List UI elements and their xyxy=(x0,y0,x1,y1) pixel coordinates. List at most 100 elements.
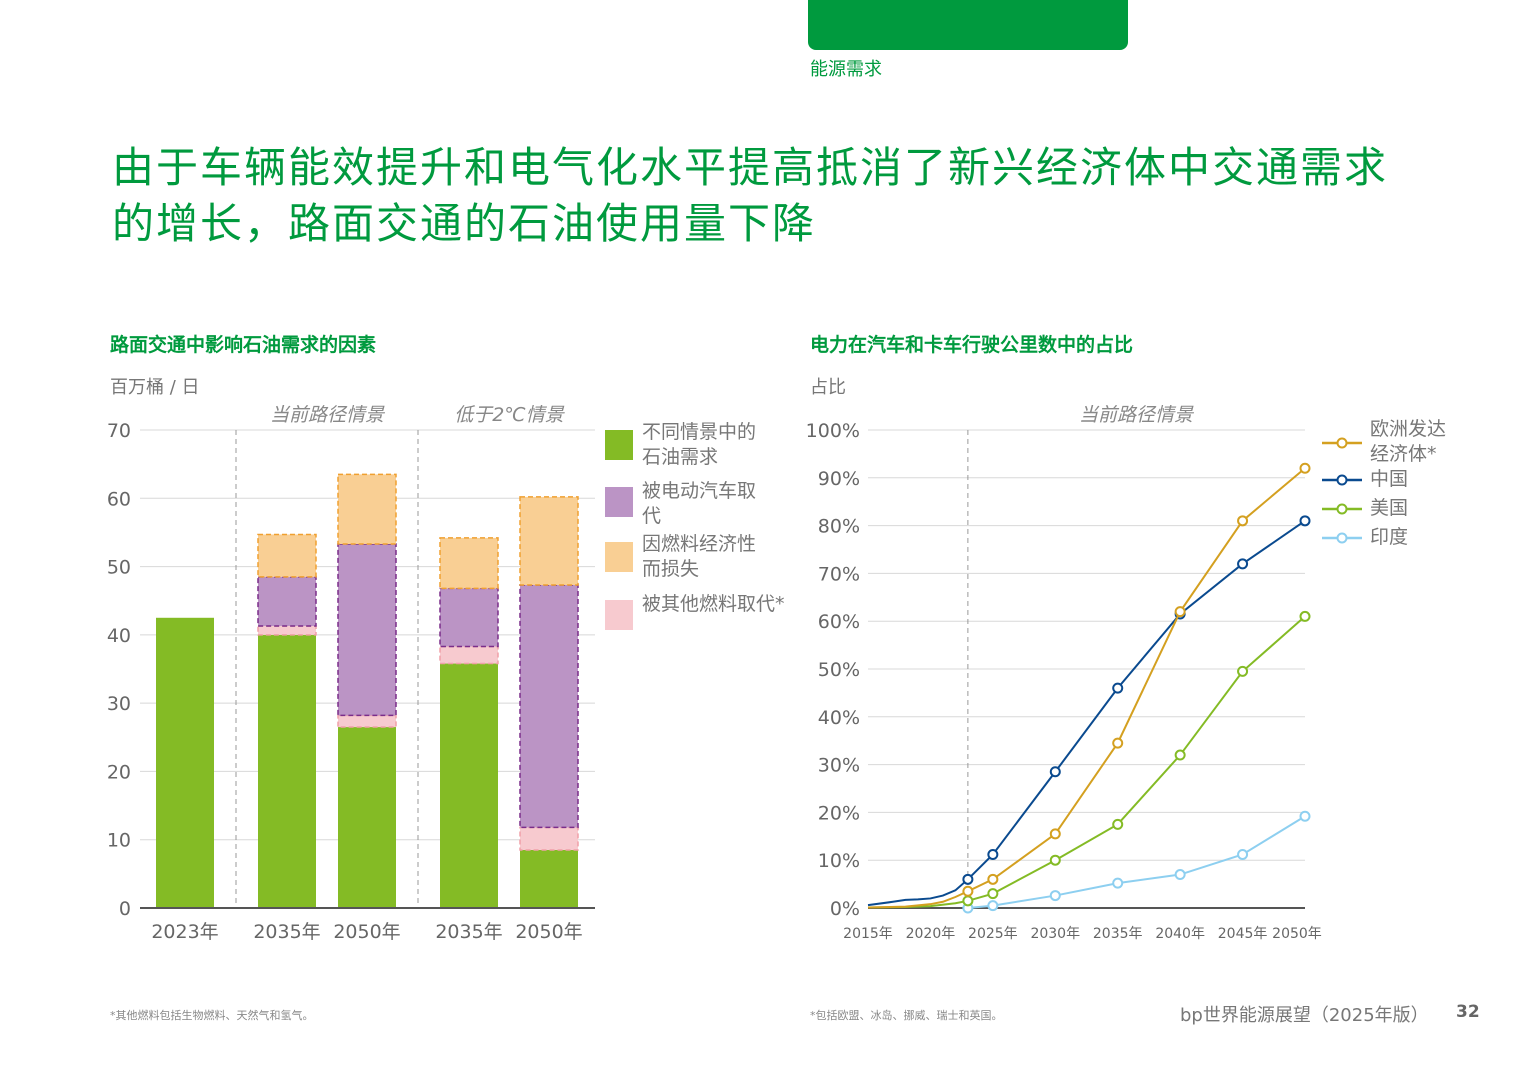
bar-segment xyxy=(257,533,317,578)
y-tick-label: 20 xyxy=(107,761,131,783)
y-tick-label: 70% xyxy=(818,563,860,585)
data-point xyxy=(1299,810,1311,822)
data-point xyxy=(1049,854,1061,866)
scenario-label: 当前路径情景 xyxy=(1079,404,1195,426)
data-point xyxy=(1049,828,1061,840)
legend-label: 被电动汽车取代 xyxy=(642,480,757,527)
bar-segment xyxy=(439,587,499,648)
legend-marker xyxy=(1336,532,1348,544)
y-tick-label: 30% xyxy=(818,755,860,777)
y-tick-label: 0 xyxy=(119,898,131,920)
scenario-label: 低于2℃情景 xyxy=(454,404,565,426)
bar-segment xyxy=(519,496,579,586)
x-tick-label: 2020年 xyxy=(906,926,956,942)
section-label: 能源需求 xyxy=(810,59,882,80)
data-point xyxy=(1237,848,1249,860)
scenario-label: 当前路径情景 xyxy=(270,404,386,426)
footnote-left: *其他燃料包括生物燃料、天然气和氢气。 xyxy=(110,1009,314,1022)
y-tick-label: 40% xyxy=(818,707,860,729)
x-tick-label: 2045年 xyxy=(1218,926,1268,942)
x-tick-label: 2040年 xyxy=(1155,926,1205,942)
y-tick-label: 20% xyxy=(818,802,860,824)
legend-label: 被其他燃料取代* xyxy=(642,593,785,615)
legend-marker xyxy=(1336,437,1348,449)
x-tick-label: 2050年 xyxy=(333,921,400,943)
legend-swatch xyxy=(605,430,633,460)
data-point xyxy=(1174,869,1186,881)
legend-marker xyxy=(1336,503,1348,515)
bar-segment xyxy=(338,727,396,908)
y-tick-label: 60% xyxy=(818,611,860,633)
data-point xyxy=(1112,682,1124,694)
series-line xyxy=(867,519,1306,907)
left-chart-unit: 百万桶 / 日 xyxy=(110,377,200,398)
legend-label: 印度 xyxy=(1370,526,1409,548)
right-chart-title: 电力在汽车和卡车行驶公里数中的占比 xyxy=(810,334,1134,356)
section-tab xyxy=(808,0,1128,50)
data-point xyxy=(1299,515,1311,527)
x-tick-label: 2035年 xyxy=(253,921,320,943)
y-tick-label: 30 xyxy=(107,693,131,715)
x-tick-label: 2050年 xyxy=(515,921,582,943)
data-point xyxy=(1112,818,1124,830)
y-tick-label: 0% xyxy=(830,898,860,920)
data-point xyxy=(1174,749,1186,761)
x-tick-label: 2023年 xyxy=(151,921,218,943)
legend-marker xyxy=(1336,474,1348,486)
data-point xyxy=(1299,462,1311,474)
y-tick-label: 10% xyxy=(818,850,860,872)
data-point xyxy=(987,848,999,860)
data-point xyxy=(1112,877,1124,889)
bar-segment xyxy=(337,473,397,545)
bar-segment xyxy=(337,543,397,717)
bar-segment xyxy=(519,826,579,851)
bar-segment xyxy=(439,645,499,665)
y-tick-label: 40 xyxy=(107,625,131,647)
y-tick-label: 10 xyxy=(107,830,131,852)
legend-label: 因燃料经济性而损失 xyxy=(642,533,757,580)
x-tick-label: 2050年 xyxy=(1272,926,1322,942)
y-tick-label: 80% xyxy=(818,516,860,538)
y-tick-label: 60 xyxy=(107,488,131,510)
y-tick-label: 50% xyxy=(818,659,860,681)
legend-swatch xyxy=(605,542,633,572)
x-tick-label: 2035年 xyxy=(1093,926,1143,942)
footnote-right: *包括欧盟、冰岛、挪威、瑞士和英国。 xyxy=(810,1009,1003,1022)
legend-label: 不同情景中的石油需求 xyxy=(642,421,757,468)
legend-label: 欧洲发达经济体* xyxy=(1370,418,1447,465)
x-tick-label: 2025年 xyxy=(968,926,1018,942)
legend-swatch xyxy=(605,487,633,517)
y-tick-label: 50 xyxy=(107,557,131,579)
data-point xyxy=(987,888,999,900)
series-line xyxy=(967,815,1306,909)
data-point xyxy=(1237,558,1249,570)
x-tick-label: 2015年 xyxy=(843,926,893,942)
y-tick-label: 70 xyxy=(107,420,131,442)
left-chart-title: 路面交通中影响石油需求的因素 xyxy=(110,334,377,356)
page-number: 32 xyxy=(1456,1002,1480,1022)
series-line xyxy=(867,615,1306,909)
bar-segment xyxy=(520,849,578,908)
bar-segment xyxy=(439,537,499,590)
x-tick-label: 2030年 xyxy=(1030,926,1080,942)
data-point xyxy=(1112,737,1124,749)
bar-segment xyxy=(156,617,214,908)
data-point xyxy=(962,873,974,885)
data-point xyxy=(1237,665,1249,677)
series-line xyxy=(867,467,1306,909)
legend-label: 中国 xyxy=(1370,468,1409,490)
legend-swatch xyxy=(605,600,633,630)
legend-label: 美国 xyxy=(1370,497,1409,519)
y-tick-label: 100% xyxy=(806,420,860,442)
bar-segment xyxy=(337,714,397,728)
data-point xyxy=(1237,515,1249,527)
bar-segment xyxy=(257,625,317,636)
bar-segment xyxy=(257,576,317,627)
bar-segment xyxy=(440,663,498,908)
x-tick-label: 2035年 xyxy=(435,921,502,943)
data-point xyxy=(987,873,999,885)
bar-segment xyxy=(519,584,579,829)
publication-name: bp世界能源展望（2025年版） xyxy=(1180,1005,1429,1026)
